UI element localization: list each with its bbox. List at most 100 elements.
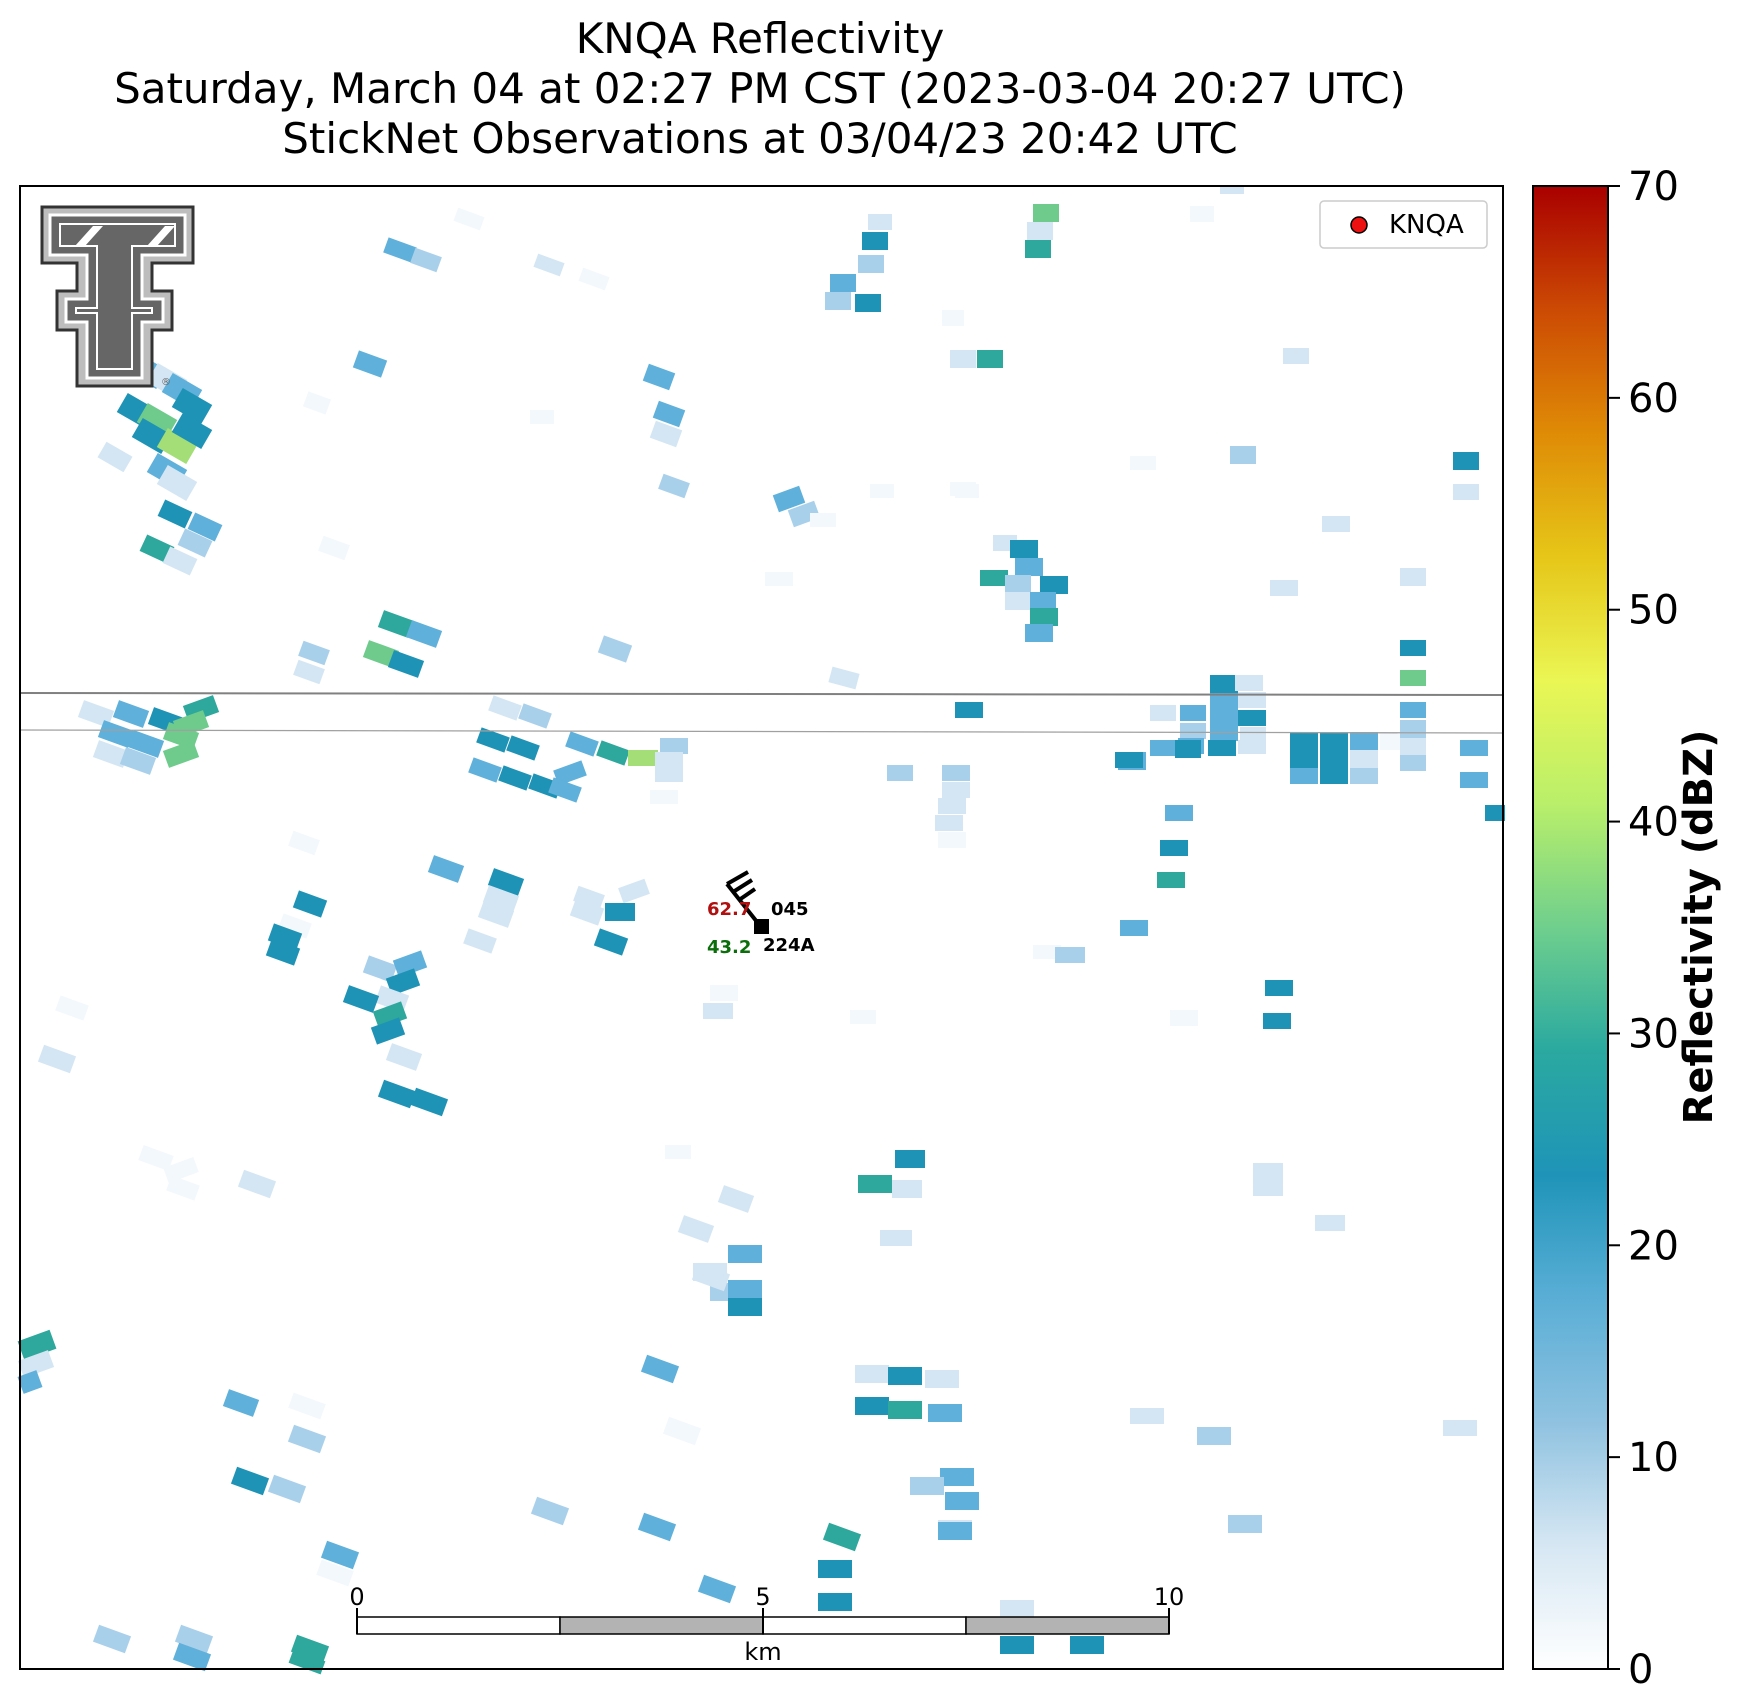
county-line-lower [19, 729, 1504, 734]
echo-pixel [97, 441, 133, 473]
echo-pixel [1033, 204, 1059, 222]
echo-pixel [288, 1392, 326, 1420]
echo-pixel [477, 900, 515, 928]
echo-pixel [728, 1245, 762, 1263]
echo-pixel [1228, 1515, 1262, 1533]
legend-box [1319, 200, 1488, 249]
echo-pixel [928, 1404, 962, 1422]
title-line-1: KNQA Reflectivity [575, 14, 945, 63]
echo-pixel [1315, 1215, 1345, 1231]
echo-pixel [955, 702, 983, 718]
echo-pixel [1000, 1600, 1034, 1618]
echo-pixel [267, 1474, 307, 1504]
colorbar-tick-label: 0 [1628, 1647, 1653, 1693]
echo-pixel [174, 1624, 214, 1654]
echo-pixel [569, 898, 605, 926]
svg-text:®: ® [161, 377, 171, 388]
scale-bar: 0 5 10 km [349, 1583, 1184, 1666]
echo-pixel [818, 1560, 852, 1578]
echo-pixel [1005, 575, 1031, 593]
colorbar-fill [1533, 186, 1608, 1669]
echo-pixel [518, 703, 552, 729]
echo-pixel [383, 237, 417, 263]
echo-pixel [1240, 727, 1266, 743]
echo-pixel [1453, 484, 1479, 500]
scale-unit: km [744, 1638, 781, 1666]
map-frame [19, 185, 1504, 1670]
echo-pixel [267, 923, 303, 951]
echo-pixel [940, 1468, 974, 1486]
echo-pixel [828, 666, 860, 690]
echo-pixel [468, 757, 502, 783]
echo-pixel [1350, 750, 1378, 770]
echo-pixel [119, 747, 157, 775]
texas-tech-logo-icon: ® [40, 205, 195, 388]
echo-pixel [1130, 456, 1156, 470]
echo-pixel [1320, 750, 1348, 770]
colorbar-tick-label: 20 [1628, 1223, 1679, 1269]
echo-pixel [850, 1010, 876, 1024]
echo-pixel [292, 890, 328, 918]
echo-pixel [1180, 705, 1206, 721]
colorbar-tick-label: 50 [1628, 588, 1679, 634]
echo-pixel [858, 255, 884, 273]
echo-pixel [1400, 755, 1426, 771]
echo-pixel [476, 727, 510, 753]
echo-pixel [1120, 920, 1148, 936]
echo-pixel [942, 782, 970, 798]
echo-pixel [92, 1624, 132, 1654]
map-panel: 62.7 045 43.2 224A KNQA ® [17, 185, 1505, 1675]
wind-barb-flag [737, 887, 757, 902]
echo-pixel [938, 1522, 972, 1540]
echo-pixel [127, 730, 165, 758]
echo-pixel [950, 350, 976, 368]
echo-pixel [1453, 452, 1479, 470]
echo-pixel [1000, 1636, 1034, 1654]
scale-segment-3 [762, 1616, 967, 1635]
echo-pixel [1350, 732, 1378, 752]
echo-pixel [482, 885, 520, 913]
echo-pixel [1270, 580, 1298, 596]
echo-pixel [372, 1001, 408, 1029]
echo-pixel [977, 350, 1003, 368]
echo-pixel [1253, 1180, 1283, 1196]
echo-pixel [530, 1496, 570, 1526]
echo-pixel [318, 535, 350, 561]
colorbar-ticks: 0 10 20 30 40 50 60 70 [1608, 164, 1679, 1693]
echo-pixel [302, 391, 332, 415]
echo-pixel [171, 412, 213, 450]
echo-pixel [138, 1145, 174, 1171]
echo-pixel [237, 1169, 277, 1199]
echo-pixel [1005, 592, 1031, 610]
station-pressure: 045 [771, 899, 809, 920]
echo-pixel [498, 765, 532, 791]
echo-pixel [362, 955, 398, 983]
echo-pixel [980, 570, 1008, 586]
echo-pixel [177, 528, 213, 558]
echo-pixel [650, 790, 678, 804]
echo-pixel [1070, 1636, 1104, 1654]
echo-pixel [171, 387, 213, 425]
echo-pixel [156, 427, 198, 465]
echo-pixel [316, 1559, 354, 1587]
echo-pixel [887, 765, 913, 781]
echo-pixel [320, 1540, 360, 1570]
echo-pixel [162, 740, 200, 768]
echo-pixel [605, 903, 635, 921]
echo-pixel [362, 640, 400, 668]
title-block: KNQA Reflectivity Saturday, March 04 at … [0, 14, 1520, 164]
echo-pixel [1265, 980, 1293, 996]
echo-pixel [1290, 732, 1318, 752]
echo-pixel [1320, 768, 1348, 784]
echo-pixel [892, 1180, 922, 1198]
echo-pixel [710, 985, 738, 1001]
echo-pixel [1208, 740, 1236, 756]
echo-pixel [533, 253, 565, 277]
echo-pixel [691, 1262, 731, 1292]
echo-pixel [703, 1003, 733, 1019]
wind-barb-flag [731, 878, 754, 894]
echo-pixel [1025, 624, 1053, 642]
echo-pixel [565, 731, 599, 757]
echo-pixel [487, 868, 525, 896]
echo-pixel [488, 695, 522, 721]
